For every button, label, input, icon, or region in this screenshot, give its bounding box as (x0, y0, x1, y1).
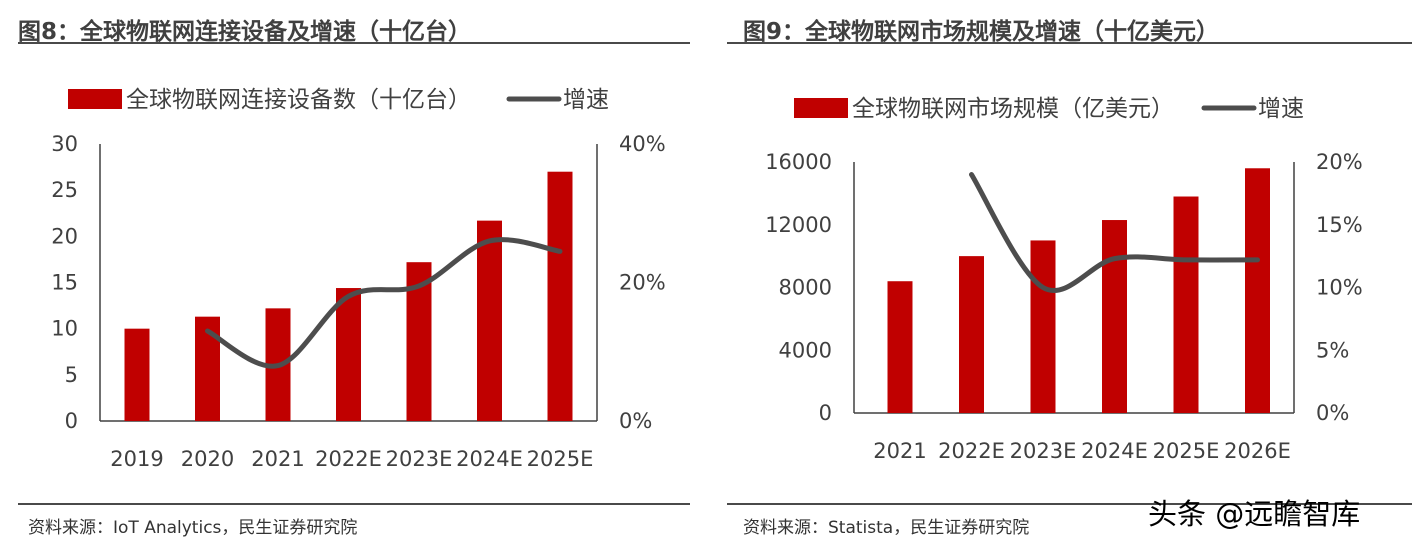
legend-bar-label: 全球物联网连接设备数（十亿台） (126, 87, 471, 113)
watermark-text: 头条 @远瞻智库 (1148, 497, 1361, 531)
y-left-tick-label: 30 (51, 132, 78, 156)
figure-title: 图9：全球物联网市场规模及增速（十亿美元） (743, 19, 1220, 45)
bar (1173, 196, 1199, 413)
bar (1030, 240, 1056, 413)
bar (547, 171, 573, 421)
title-rule (727, 42, 1412, 44)
source-note: 资料来源：Statista，民生证券研究院 (743, 518, 1030, 538)
legend-line-label: 增速 (563, 87, 609, 113)
y-left-tick-label: 10 (51, 317, 78, 341)
x-tick-label: 2025E (527, 447, 594, 471)
bar (959, 256, 984, 413)
x-tick-label: 2023E (1010, 439, 1077, 463)
x-tick-label: 2020 (181, 447, 234, 471)
legend-bar-swatch (794, 98, 848, 118)
x-tick-label: 2026E (1224, 439, 1291, 463)
y-left-tick-label: 0 (819, 401, 832, 425)
y-left-tick-label: 20 (51, 224, 78, 248)
bar (1102, 220, 1127, 413)
growth-line (969, 172, 1260, 293)
legend-line-label: 增速 (1258, 96, 1304, 122)
figure-title: 图8：全球物联网连接设备及增速（十亿台） (18, 19, 472, 45)
bar (477, 220, 502, 421)
y-left-tick-label: 25 (51, 178, 78, 202)
x-tick-label: 2019 (110, 447, 163, 471)
source-rule (18, 503, 690, 505)
source-rule (727, 503, 1412, 505)
y-right-tick-label: 20% (1316, 150, 1363, 174)
y-right-tick-label: 15% (1316, 213, 1363, 237)
x-tick-label: 2022E (938, 439, 1005, 463)
y-right-tick-label: 20% (619, 271, 666, 295)
x-tick-label: 2024E (456, 447, 523, 471)
y-right-tick-label: 0% (619, 409, 652, 433)
y-right-tick-label: 10% (1316, 276, 1363, 300)
y-left-tick-label: 16000 (765, 150, 832, 174)
bar (336, 288, 361, 421)
y-right-tick-label: 5% (1316, 338, 1349, 362)
x-tick-label: 2023E (386, 447, 453, 471)
y-right-tick-label: 0% (1316, 401, 1349, 425)
y-left-tick-label: 5 (65, 363, 78, 387)
bar (124, 328, 150, 421)
source-note: 资料来源：IoT Analytics，民生证券研究院 (28, 518, 358, 538)
bar (887, 281, 913, 413)
y-left-tick-label: 4000 (779, 338, 832, 362)
growth-line (205, 237, 563, 369)
y-left-tick-label: 8000 (779, 276, 832, 300)
y-left-tick-label: 15 (51, 271, 78, 295)
y-left-tick-label: 0 (65, 409, 78, 433)
figure-panel-left: 图8：全球物联网连接设备及增速（十亿台） 0 5 10 15 20 25 30 0% 20% 40… (0, 0, 700, 549)
legend-bar-label: 全球物联网市场规模（亿美元） (852, 96, 1174, 122)
x-tick-label: 2021 (251, 447, 304, 471)
x-tick-label: 2022E (315, 447, 382, 471)
chart-iot-market: 0 4000 8000 12000 16000 0% 5% 10% 15% 20% 2021 2022… (765, 96, 1363, 463)
y-right-tick-label: 40% (619, 132, 666, 156)
figure-panel-right: 图9：全球物联网市场规模及增速（十亿美元） 0 4000 8000 12000 1600… (715, 0, 1428, 549)
x-tick-label: 2025E (1153, 439, 1220, 463)
x-tick-label: 2024E (1081, 439, 1148, 463)
y-left-tick-label: 12000 (765, 213, 832, 237)
bar (1245, 168, 1270, 413)
x-tick-label: 2021 (873, 439, 926, 463)
legend-bar-swatch (68, 89, 122, 109)
title-rule (18, 42, 690, 44)
